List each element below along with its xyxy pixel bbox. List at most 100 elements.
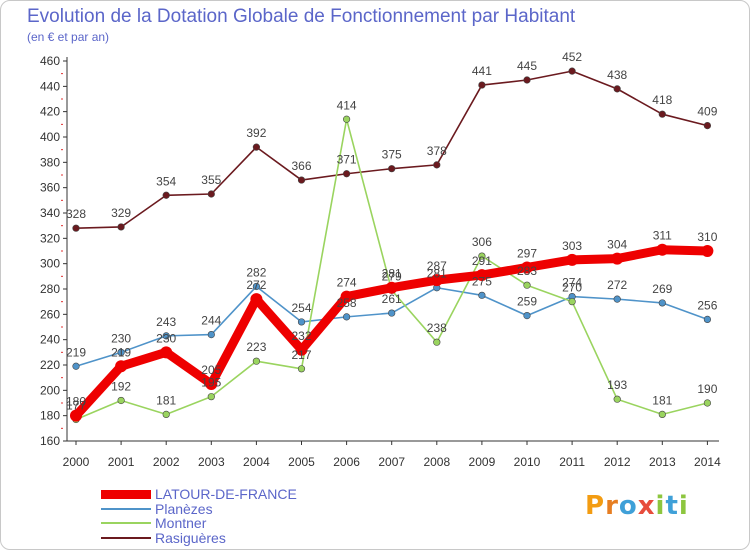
y-tick-label: 460 bbox=[40, 54, 60, 68]
data-point bbox=[295, 343, 308, 356]
data-point bbox=[613, 85, 621, 93]
data-label: 181 bbox=[652, 393, 672, 407]
data-label: 230 bbox=[111, 331, 131, 345]
data-label: 261 bbox=[382, 292, 402, 306]
x-tick-label: 2004 bbox=[243, 455, 270, 469]
data-point bbox=[297, 318, 306, 326]
y-tick-label: 360 bbox=[40, 181, 60, 195]
data-point bbox=[658, 299, 666, 307]
data-point bbox=[523, 312, 531, 320]
data-point bbox=[72, 362, 80, 370]
data-point bbox=[566, 253, 579, 266]
data-label: 354 bbox=[156, 174, 176, 188]
chart-subtitle: (en € et par an) bbox=[27, 30, 110, 44]
proxiti-logo: Proxiti bbox=[585, 491, 689, 521]
legend-swatch bbox=[101, 489, 151, 499]
data-label: 223 bbox=[246, 340, 266, 354]
data-point bbox=[385, 281, 398, 294]
data-point bbox=[252, 282, 260, 291]
data-label: 269 bbox=[652, 282, 672, 296]
data-point bbox=[658, 410, 666, 419]
data-label: 243 bbox=[156, 315, 176, 329]
data-label: 281 bbox=[427, 267, 447, 281]
data-label: 445 bbox=[517, 59, 537, 73]
data-label: 304 bbox=[607, 238, 627, 252]
data-label: 279 bbox=[382, 269, 402, 283]
data-point bbox=[162, 191, 170, 199]
data-label: 297 bbox=[517, 246, 537, 260]
x-tick-label: 2002 bbox=[153, 455, 180, 469]
data-label: 282 bbox=[246, 265, 266, 279]
legend-label: LATOUR-DE-FRANCE bbox=[155, 486, 297, 502]
data-label: 275 bbox=[472, 274, 492, 288]
data-label: 355 bbox=[201, 173, 221, 187]
data-point bbox=[343, 313, 351, 321]
data-label: 283 bbox=[517, 264, 537, 278]
data-label: 409 bbox=[697, 105, 717, 119]
data-point bbox=[388, 309, 396, 317]
data-label: 238 bbox=[427, 321, 447, 335]
data-point bbox=[475, 269, 488, 282]
data-label: 303 bbox=[562, 239, 582, 253]
data-label: 270 bbox=[562, 281, 582, 295]
x-tick-label: 2006 bbox=[333, 455, 360, 469]
data-point bbox=[250, 293, 263, 306]
data-point bbox=[207, 190, 215, 198]
data-label: 371 bbox=[337, 153, 357, 167]
chart-title: Evolution de la Dotation Globale de Fonc… bbox=[27, 6, 576, 27]
x-tick-label: 2011 bbox=[559, 455, 585, 469]
data-label: 195 bbox=[201, 376, 221, 390]
data-label: 306 bbox=[472, 235, 492, 249]
data-label: 272 bbox=[607, 278, 627, 292]
data-point bbox=[703, 315, 712, 324]
y-tick-label: 260 bbox=[40, 307, 60, 321]
y-tick-label: 240 bbox=[40, 333, 60, 347]
data-label: 177 bbox=[66, 398, 86, 412]
data-label: 366 bbox=[291, 159, 311, 173]
data-label: 418 bbox=[652, 93, 672, 107]
data-point bbox=[297, 176, 306, 184]
data-label: 232 bbox=[291, 329, 311, 343]
data-label: 219 bbox=[111, 345, 131, 359]
data-label: 414 bbox=[337, 98, 357, 112]
data-point bbox=[523, 281, 531, 289]
data-label: 281 bbox=[382, 267, 402, 281]
data-labels-layer: 328 329 354 355 392 366 371 375 378 441 445 452 438 4… bbox=[66, 50, 718, 412]
y-tick-label: 380 bbox=[40, 155, 60, 169]
data-point bbox=[297, 365, 306, 373]
data-label: 230 bbox=[156, 331, 176, 345]
data-label: 244 bbox=[201, 314, 221, 328]
x-tick-label: 2012 bbox=[604, 455, 631, 469]
data-point bbox=[70, 409, 82, 422]
data-label: 287 bbox=[427, 259, 447, 273]
y-tick-label: 340 bbox=[40, 206, 60, 220]
y-tick-label: 200 bbox=[40, 383, 60, 397]
y-tick-label: 440 bbox=[40, 79, 60, 93]
data-label: 274 bbox=[337, 276, 357, 290]
legend-swatch bbox=[101, 522, 151, 524]
x-tick-label: 2010 bbox=[514, 455, 541, 469]
data-label: 258 bbox=[337, 296, 357, 310]
data-label: 375 bbox=[382, 148, 402, 162]
data-label: 256 bbox=[697, 298, 717, 312]
x-tick-label: 2000 bbox=[63, 455, 90, 469]
y-tick-label: 160 bbox=[40, 434, 60, 448]
data-label: 180 bbox=[66, 395, 86, 409]
data-point bbox=[433, 161, 441, 169]
data-point bbox=[523, 76, 531, 84]
data-point bbox=[343, 170, 351, 178]
data-label: 310 bbox=[697, 230, 717, 244]
data-point bbox=[703, 121, 712, 130]
data-label: 328 bbox=[66, 207, 86, 221]
data-label: 441 bbox=[472, 64, 492, 78]
data-point bbox=[703, 399, 712, 407]
x-tick-label: 2008 bbox=[423, 455, 450, 469]
legend-swatch bbox=[101, 507, 151, 510]
data-point bbox=[343, 115, 351, 123]
series-layer bbox=[70, 67, 714, 424]
data-point bbox=[252, 357, 260, 365]
data-label: 291 bbox=[472, 254, 492, 268]
x-tick-label: 2005 bbox=[288, 455, 315, 469]
data-point bbox=[340, 290, 353, 303]
